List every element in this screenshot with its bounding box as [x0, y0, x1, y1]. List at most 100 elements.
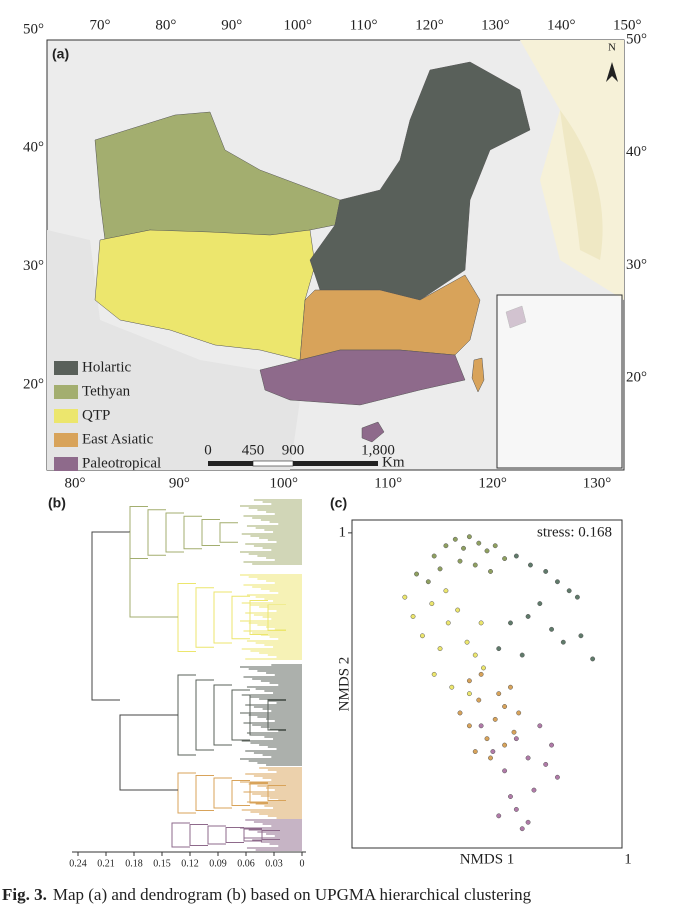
dendrogram-branch: [219, 522, 238, 543]
lon-label: 100°: [270, 475, 299, 491]
dendrogram-branch: [201, 519, 220, 546]
scale-label: 0: [204, 442, 212, 458]
dendrogram-branch: [225, 827, 244, 843]
point: [419, 633, 425, 639]
dendrogram-branch: [249, 600, 268, 635]
point: [560, 639, 566, 645]
point: [472, 749, 478, 754]
japan: [560, 110, 603, 260]
point: [449, 684, 455, 690]
legend-swatch: [54, 385, 78, 399]
lon-label: 70°: [90, 17, 111, 33]
point: [502, 768, 508, 774]
scale-bar: [293, 461, 378, 466]
point: [437, 566, 443, 572]
dendrogram-branch: [213, 591, 232, 644]
dendrogram-branch: [207, 825, 226, 845]
lon-label: 90°: [169, 475, 190, 491]
point: [452, 536, 458, 542]
point: [496, 813, 502, 819]
point: [402, 594, 408, 600]
point: [437, 646, 443, 652]
scale-unit: Km: [382, 454, 405, 470]
dendrogram: 0.24 0.21 0.18 0.15 0.12 0.09 0.06 0.03 0: [69, 499, 305, 869]
point: [464, 639, 470, 645]
dendrogram-branch: [129, 506, 148, 559]
lon-label: 120°: [478, 475, 507, 491]
dendrogram-branch: [267, 604, 286, 631]
panel-label: (a): [52, 46, 69, 62]
lat-label: 30°: [23, 258, 44, 274]
point: [431, 553, 437, 559]
point: [531, 787, 537, 793]
point: [519, 826, 525, 832]
point: [478, 620, 484, 626]
x-tick-label: 1: [624, 851, 632, 867]
dendrogram-branch: [231, 595, 250, 640]
north-arrow: [606, 62, 618, 82]
dendrogram-branch: [177, 772, 196, 814]
legend-label: Tethyan: [82, 383, 131, 399]
dendrogram-branch: [249, 694, 268, 736]
lon-label: 150°: [613, 17, 642, 33]
dendrogram-tick-label: 0.03: [265, 858, 283, 869]
dendrogram-branch: [249, 782, 268, 804]
dendrogram-branch: [171, 822, 190, 848]
north-label: N: [608, 42, 616, 54]
dendrogram-branch: [177, 674, 196, 756]
point: [484, 548, 490, 554]
point: [457, 710, 463, 716]
nmds-frame: [351, 519, 623, 849]
caption: Fig. 3. Map (a) and dendrogram (b) based …: [2, 885, 532, 904]
point: [414, 571, 420, 577]
point: [478, 671, 484, 677]
dendrogram-branch: [267, 785, 286, 801]
region-east-asiatic: [299, 274, 481, 361]
point: [513, 553, 519, 559]
point: [578, 633, 584, 639]
dendrogram-branch: [195, 775, 214, 811]
lon-label: 110°: [350, 17, 378, 33]
legend-label: Paleotropical: [82, 455, 161, 471]
point: [502, 742, 508, 748]
lat-label: 50°: [23, 21, 44, 37]
regions: [94, 61, 531, 443]
scale-label: 900: [282, 442, 305, 458]
point: [527, 562, 533, 568]
point: [496, 691, 502, 697]
point: [488, 569, 493, 574]
point: [476, 540, 482, 546]
lon-label: 80°: [65, 475, 86, 491]
dendrogram-branch: [183, 515, 202, 550]
caption-label: Fig. 3.: [2, 885, 47, 904]
legend-swatch: [54, 433, 78, 447]
point: [461, 545, 466, 551]
scale-label: 1,800: [361, 442, 395, 458]
point: [525, 819, 531, 825]
point: [492, 716, 498, 722]
panel-label: (b): [48, 495, 66, 511]
point: [481, 665, 486, 671]
legend-swatch: [54, 361, 78, 375]
region-paleotropical: [259, 349, 466, 406]
point: [508, 684, 513, 690]
point: [543, 569, 549, 574]
point: [490, 749, 496, 754]
dendrogram-branch: [165, 512, 184, 553]
point: [566, 588, 572, 594]
point: [537, 601, 543, 607]
scale-bar: [208, 461, 253, 466]
lon-label: 100°: [283, 17, 312, 33]
point: [543, 761, 549, 767]
point: [478, 723, 484, 729]
legend-swatch: [54, 409, 78, 423]
dendrogram-tick-label: 0.15: [153, 858, 171, 869]
point: [466, 678, 472, 684]
point: [443, 543, 449, 549]
point: [472, 562, 478, 568]
point: [502, 704, 508, 709]
lat-label: 50°: [626, 31, 647, 47]
legend: Holartic Tethyan QTP East Asiatic Paleotropi…: [54, 359, 161, 471]
dendrogram-branch: [147, 509, 166, 556]
